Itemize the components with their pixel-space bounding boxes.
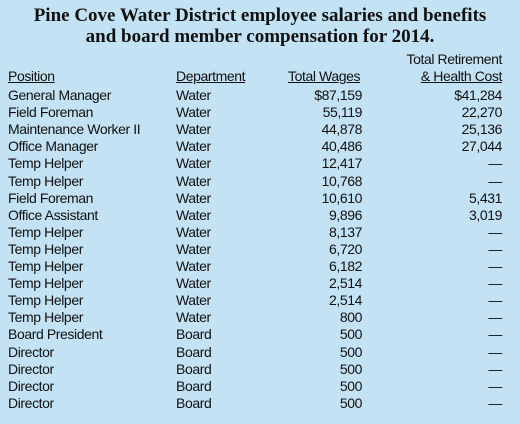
- table-cell: 500: [339, 343, 363, 360]
- table-cell: Maintenance Worker II: [8, 121, 141, 138]
- table-cell: $41,284: [454, 87, 502, 103]
- table-cell: Water: [176, 240, 211, 257]
- table-cell: Office Assistant: [8, 206, 98, 223]
- table-cell: 25,136: [461, 121, 503, 138]
- table-cell: Water: [176, 138, 211, 155]
- table-cell: Temp Helper: [8, 258, 83, 274]
- table-cell: Water: [176, 292, 211, 309]
- title-line: Pine Cove Water District employee salari…: [33, 5, 487, 26]
- table-cell: Board: [176, 377, 212, 394]
- table-cell: Director: [8, 394, 54, 411]
- table-cell: Board: [176, 360, 212, 377]
- header-cell: Total Retirement: [406, 51, 502, 67]
- table-cell: —: [488, 360, 502, 377]
- table-cell: —: [488, 223, 502, 240]
- table-cell: —: [488, 275, 502, 292]
- table-cell: —: [488, 258, 502, 274]
- table-cell: Temp Helper: [8, 309, 83, 326]
- table-cell: 6,182: [328, 258, 362, 274]
- table-cell: Field Foreman: [8, 189, 94, 206]
- table-cell: Water: [176, 258, 211, 274]
- table-cell: 500: [339, 377, 363, 394]
- table-cell: Water: [176, 223, 211, 240]
- table-cell: 27,044: [461, 138, 503, 155]
- table-cell: $87,159: [314, 87, 362, 103]
- table-cell: —: [488, 343, 502, 360]
- table-cell: Director: [8, 360, 54, 377]
- table-cell: Director: [8, 343, 54, 360]
- table-cell: Temp Helper: [8, 172, 83, 189]
- table-cell: 44,878: [321, 121, 363, 138]
- table-cell: Director: [8, 377, 54, 394]
- table-cell: 500: [339, 360, 363, 377]
- table-cell: 500: [339, 326, 363, 343]
- table-cell: Water: [176, 121, 211, 138]
- header-cell: Total Wages: [288, 68, 361, 84]
- table-cell: 8,137: [328, 223, 362, 240]
- table-cell: 800: [339, 309, 363, 326]
- table-cell: 10,610: [321, 189, 363, 206]
- table-cell: Water: [176, 206, 211, 223]
- table-cell: Office Manager: [8, 138, 98, 155]
- table-cell: Board: [176, 326, 212, 343]
- table-cell: —: [488, 155, 502, 172]
- table-cell: 6,720: [328, 240, 362, 257]
- table-cell: Water: [176, 189, 211, 206]
- table-cell: Board: [176, 343, 212, 360]
- table-cell: 9,896: [328, 206, 362, 223]
- table-cell: Water: [176, 155, 211, 172]
- table-cell: 40,486: [321, 138, 363, 155]
- header-cell: Department: [176, 68, 246, 84]
- table-cell: —: [488, 240, 502, 257]
- header-cell: & Health Cost: [420, 68, 503, 84]
- table-cell: Water: [176, 172, 211, 189]
- table-cell: Water: [176, 275, 211, 292]
- table-cell: —: [488, 394, 502, 411]
- table-cell: —: [488, 326, 502, 343]
- table-cell: Temp Helper: [8, 240, 83, 257]
- table-cell: 3,019: [468, 206, 502, 223]
- table-cell: 500: [339, 394, 363, 411]
- table-cell: Temp Helper: [8, 223, 83, 240]
- table-cell: Water: [176, 87, 211, 103]
- table-cell: 5,431: [468, 189, 502, 206]
- table-cell: Water: [176, 104, 211, 121]
- table-cell: Board President: [8, 326, 103, 343]
- table-cell: —: [488, 309, 502, 326]
- table-cell: —: [488, 292, 502, 309]
- table-cell: General Manager: [8, 87, 111, 103]
- table-cell: 55,119: [322, 104, 363, 121]
- table-cell: 2,514: [328, 292, 362, 309]
- table-cell: Temp Helper: [8, 275, 83, 292]
- table-cell: 2,514: [328, 275, 362, 292]
- table-cell: Temp Helper: [8, 155, 83, 172]
- header-cell: Position: [8, 68, 55, 84]
- table-cell: —: [488, 172, 502, 189]
- table-cell: Water: [176, 309, 211, 326]
- table-cell: 12,417: [321, 155, 363, 172]
- table-cell: Temp Helper: [8, 292, 83, 309]
- title-line: and board member compensation for 2014.: [85, 26, 435, 47]
- table-cell: —: [488, 377, 502, 394]
- table-cell: Board: [176, 394, 212, 411]
- table-cell: 10,768: [321, 172, 363, 189]
- table-cell: 22,270: [461, 104, 503, 121]
- table-cell: Field Foreman: [8, 104, 94, 121]
